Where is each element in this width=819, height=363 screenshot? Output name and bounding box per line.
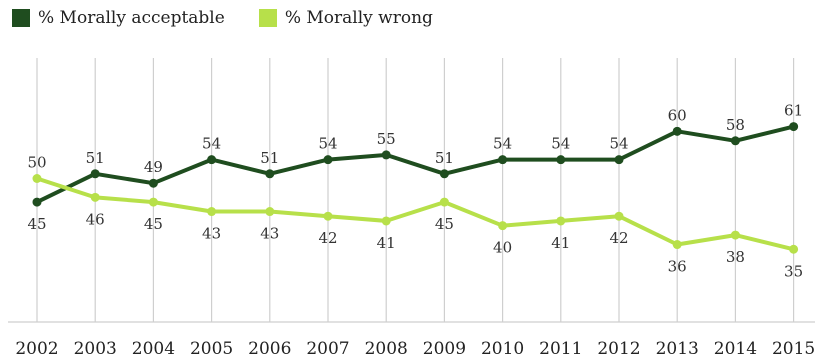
x-tick-label: 2006 — [248, 339, 291, 359]
data-label: 43 — [260, 225, 279, 243]
data-point — [381, 150, 391, 160]
data-point — [556, 155, 566, 165]
x-tick-label: 2008 — [365, 339, 408, 359]
data-point — [789, 122, 799, 132]
data-point — [323, 211, 333, 221]
data-label: 36 — [668, 258, 687, 276]
x-tick-label: 2005 — [190, 339, 233, 359]
data-point — [439, 197, 449, 207]
x-tick-label: 2010 — [481, 339, 524, 359]
data-label: 61 — [784, 102, 803, 120]
data-label: 45 — [435, 215, 454, 233]
data-label: 46 — [86, 210, 105, 228]
legend-item-acceptable: % Morally acceptable — [12, 8, 225, 28]
x-tick-label: 2011 — [539, 339, 582, 359]
data-label: 41 — [551, 234, 570, 252]
x-tick-label: 2003 — [74, 339, 117, 359]
data-label: 54 — [609, 135, 628, 153]
data-point — [148, 197, 158, 207]
data-label: 40 — [493, 239, 512, 257]
series-line-1 — [36, 176, 795, 252]
data-labels: 45 51 49 54 51 54 55 51 54 54 54 60 58 61 50 46 45 43 43 42… — [27, 102, 803, 281]
data-point — [614, 155, 624, 165]
data-point — [148, 178, 158, 188]
data-point — [672, 240, 682, 250]
series-line-0 — [36, 124, 795, 204]
data-point — [90, 169, 100, 179]
legend-swatch-wrong — [258, 9, 277, 27]
data-point — [32, 197, 42, 207]
data-label: 54 — [202, 135, 221, 153]
data-point — [672, 126, 682, 136]
x-tick-label: 2004 — [132, 339, 175, 359]
data-label: 49 — [144, 158, 163, 176]
data-point — [323, 155, 333, 165]
data-label: 41 — [377, 234, 396, 252]
data-label: 50 — [27, 154, 46, 172]
x-tick-label: 2014 — [714, 339, 757, 359]
x-tick-label: 2012 — [597, 339, 640, 359]
data-point — [730, 136, 740, 146]
data-label: 35 — [784, 262, 803, 280]
legend-label-acceptable: % Morally acceptable — [38, 8, 225, 28]
data-point — [381, 216, 391, 226]
legend-label-wrong: % Morally wrong — [284, 8, 433, 28]
x-tick-label: 2013 — [656, 339, 699, 359]
data-label: 54 — [493, 135, 512, 153]
data-label: 55 — [377, 130, 396, 148]
data-label: 51 — [435, 149, 454, 167]
data-label: 45 — [27, 215, 46, 233]
x-tick-label: 2015 — [772, 339, 815, 359]
data-label: 42 — [609, 229, 628, 247]
legend-item-wrong: % Morally wrong — [258, 8, 433, 28]
data-point — [90, 192, 100, 202]
data-point — [556, 216, 566, 226]
x-tick-label: 2002 — [15, 339, 58, 359]
series-lines — [36, 124, 795, 252]
data-label: 51 — [86, 149, 105, 167]
x-axis-ticks: 2002 2003 2004 2005 2006 2007 2008 2009 2010 2011… — [15, 339, 815, 359]
legend: % Morally acceptable % Morally wrong — [12, 8, 433, 28]
data-point — [730, 230, 740, 240]
data-points — [32, 122, 799, 254]
data-label: 43 — [202, 225, 221, 243]
data-label: 51 — [260, 149, 279, 167]
x-tick-label: 2007 — [306, 339, 349, 359]
data-point — [265, 169, 275, 179]
x-tick-label: 2009 — [423, 339, 466, 359]
legend-swatch-acceptable — [12, 9, 30, 27]
data-point — [498, 221, 508, 231]
data-point — [207, 207, 217, 217]
data-point — [265, 207, 275, 217]
data-point — [207, 155, 217, 165]
data-label: 54 — [318, 135, 337, 153]
data-label: 54 — [551, 135, 570, 153]
data-point — [789, 244, 799, 254]
data-point — [498, 155, 508, 165]
data-label: 45 — [144, 215, 163, 233]
data-point — [32, 174, 42, 183]
data-label: 60 — [668, 106, 687, 124]
data-label: 42 — [318, 229, 337, 247]
data-label: 38 — [726, 248, 745, 266]
data-point — [614, 211, 624, 221]
data-point — [439, 169, 449, 179]
grid-lines — [8, 58, 815, 323]
data-label: 58 — [726, 116, 745, 134]
